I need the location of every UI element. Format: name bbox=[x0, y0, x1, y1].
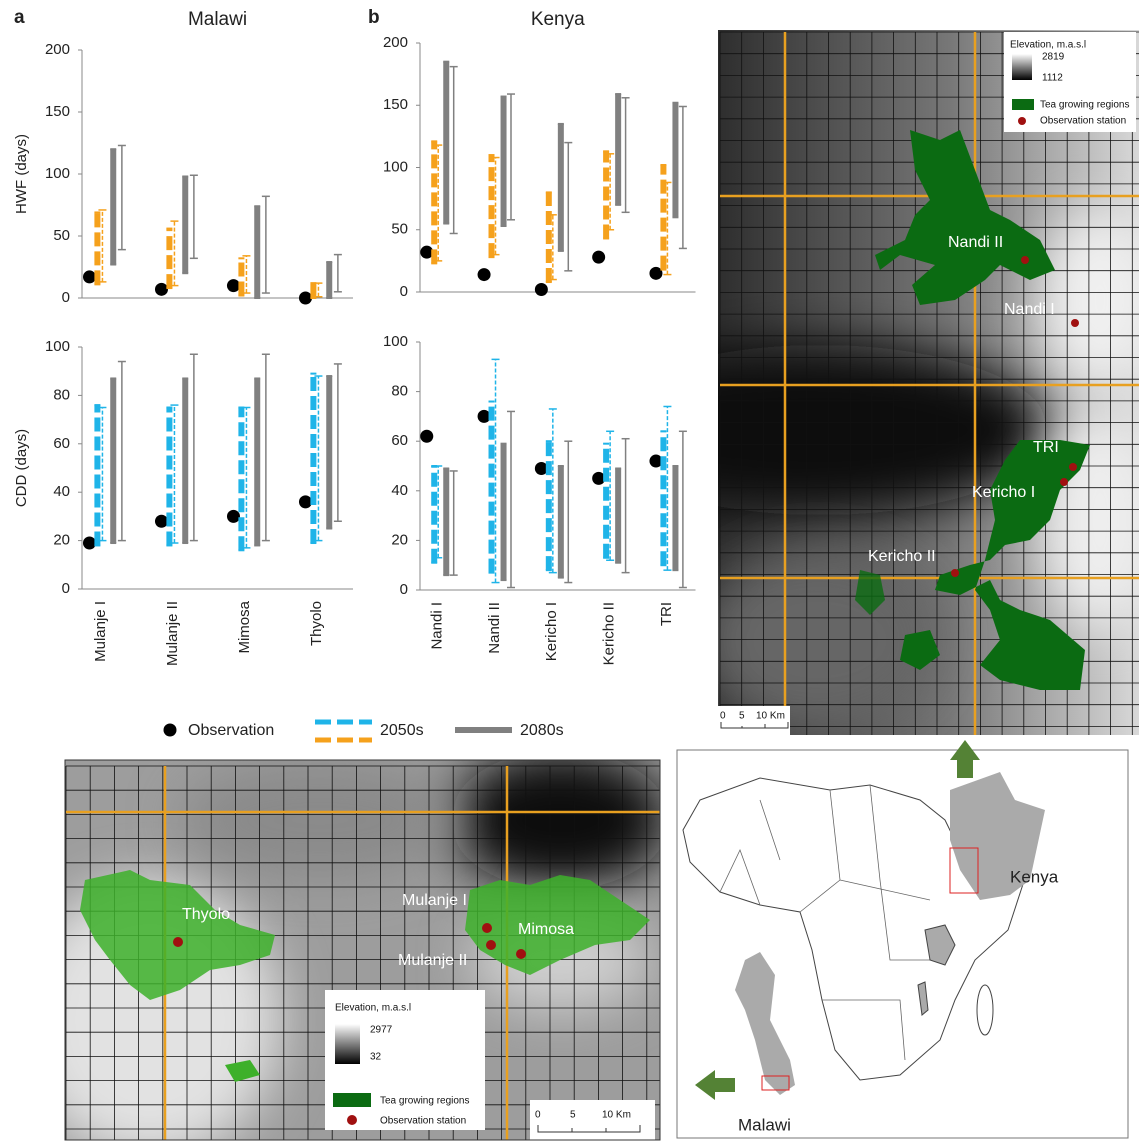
scale-label: 10 Km bbox=[756, 711, 785, 722]
y-tick-label: 150 bbox=[383, 96, 408, 113]
y-tick-label: 40 bbox=[391, 482, 408, 499]
malawi-map: Thyolo Mulanje I Mimosa Mulanje II Eleva… bbox=[65, 760, 660, 1140]
observation-point bbox=[226, 509, 240, 523]
x-tick-label: Nandi II bbox=[486, 602, 503, 654]
legend-label: Observation bbox=[188, 722, 274, 739]
legend-item: Tea growing regions bbox=[380, 1096, 470, 1107]
observation-point bbox=[477, 268, 491, 282]
legend-min: 32 bbox=[370, 1052, 382, 1063]
x-tick-label: Nandi I bbox=[429, 602, 446, 650]
observation-point bbox=[649, 454, 663, 468]
scale-label: 10 Km bbox=[602, 1110, 631, 1121]
legend-item: Tea growing regions bbox=[1040, 100, 1130, 111]
y-tick-label: 50 bbox=[391, 221, 408, 238]
legend-label: 2050s bbox=[380, 722, 424, 739]
y-tick-label: 0 bbox=[400, 581, 408, 598]
observation-point bbox=[534, 461, 548, 475]
station-label: Mimosa bbox=[518, 921, 574, 938]
y-tick-label: 50 bbox=[53, 227, 70, 244]
y-axis-label: HWF (days) bbox=[13, 134, 30, 214]
y-tick-label: 100 bbox=[383, 333, 408, 350]
observation-point bbox=[649, 266, 663, 280]
x-tick-label: Kericho I bbox=[543, 602, 560, 661]
legend-item: Observation station bbox=[1040, 116, 1126, 127]
station-label: Nandi II bbox=[948, 234, 1003, 251]
y-tick-label: 20 bbox=[53, 532, 70, 549]
observation-point bbox=[534, 283, 548, 297]
x-tick-label: Mulanje I bbox=[92, 601, 109, 662]
y-tick-label: 100 bbox=[383, 158, 408, 175]
y-tick-label: 20 bbox=[391, 531, 408, 548]
x-tick-label: TRI bbox=[658, 602, 675, 626]
x-tick-label: Mulanje II bbox=[164, 601, 181, 666]
station-label: TRI bbox=[1033, 439, 1059, 456]
y-axis-label: CDD (days) bbox=[13, 429, 30, 507]
observation-point bbox=[477, 409, 491, 423]
scale-label: 0 bbox=[720, 711, 726, 722]
x-tick-label: Thyolo bbox=[308, 601, 325, 646]
observation-point bbox=[154, 282, 168, 296]
observation-point bbox=[154, 514, 168, 528]
observation-point bbox=[82, 536, 96, 550]
africa-inset: Kenya Malawi bbox=[676, 740, 1129, 1139]
observation-point bbox=[226, 279, 240, 293]
y-tick-label: 60 bbox=[53, 435, 70, 452]
scale-label: 5 bbox=[570, 1110, 576, 1121]
y-tick-label: 60 bbox=[391, 432, 408, 449]
x-tick-label: Kericho II bbox=[601, 602, 618, 665]
y-tick-label: 200 bbox=[45, 41, 70, 58]
y-tick-label: 0 bbox=[400, 283, 408, 300]
legend-label: 2080s bbox=[520, 722, 564, 739]
y-tick-label: 100 bbox=[45, 338, 70, 355]
station-label: Mulanje I bbox=[402, 892, 467, 909]
chart-title: Kenya bbox=[531, 9, 585, 30]
y-tick-label: 0 bbox=[62, 289, 70, 306]
y-tick-label: 200 bbox=[383, 34, 408, 51]
observation-point bbox=[298, 291, 312, 305]
legend-title: Elevation, m.a.s.l bbox=[335, 1003, 411, 1014]
legend-swatch bbox=[163, 723, 177, 737]
map-legend bbox=[1004, 32, 1136, 132]
y-tick-label: 0 bbox=[62, 580, 70, 597]
observation-point bbox=[298, 495, 312, 509]
chart-title: Malawi bbox=[188, 9, 247, 30]
observation-point bbox=[420, 429, 434, 443]
y-tick-label: 150 bbox=[45, 103, 70, 120]
legend-max: 2819 bbox=[1042, 52, 1065, 63]
legend-max: 2977 bbox=[370, 1025, 393, 1036]
station-label: Kericho II bbox=[868, 548, 936, 565]
station-label: Thyolo bbox=[182, 906, 230, 923]
y-tick-label: 80 bbox=[53, 386, 70, 403]
y-tick-label: 40 bbox=[53, 483, 70, 500]
kenya-map: Nandi II Nandi I TRI Kericho I Kericho I… bbox=[718, 30, 1139, 735]
scale-label: 0 bbox=[535, 1110, 541, 1121]
y-tick-label: 100 bbox=[45, 165, 70, 182]
inset-label: Kenya bbox=[1010, 867, 1059, 886]
station-label: Kericho I bbox=[972, 484, 1035, 501]
legend-min: 1112 bbox=[1042, 73, 1063, 84]
station-label: Nandi I bbox=[1004, 301, 1055, 318]
legend-title: Elevation, m.a.s.l bbox=[1010, 40, 1086, 51]
station-label: Mulanje II bbox=[398, 952, 467, 969]
panel-label: b bbox=[368, 7, 380, 28]
x-tick-label: Mimosa bbox=[236, 600, 253, 653]
y-tick-label: 80 bbox=[391, 383, 408, 400]
panel-label: a bbox=[14, 7, 25, 28]
observation-point bbox=[82, 270, 96, 284]
observation-point bbox=[592, 250, 606, 264]
observation-point bbox=[592, 471, 606, 485]
observation-point bbox=[420, 245, 434, 259]
legend-item: Observation station bbox=[380, 1116, 466, 1127]
inset-label: Malawi bbox=[738, 1115, 791, 1134]
scale-label: 5 bbox=[739, 711, 745, 722]
